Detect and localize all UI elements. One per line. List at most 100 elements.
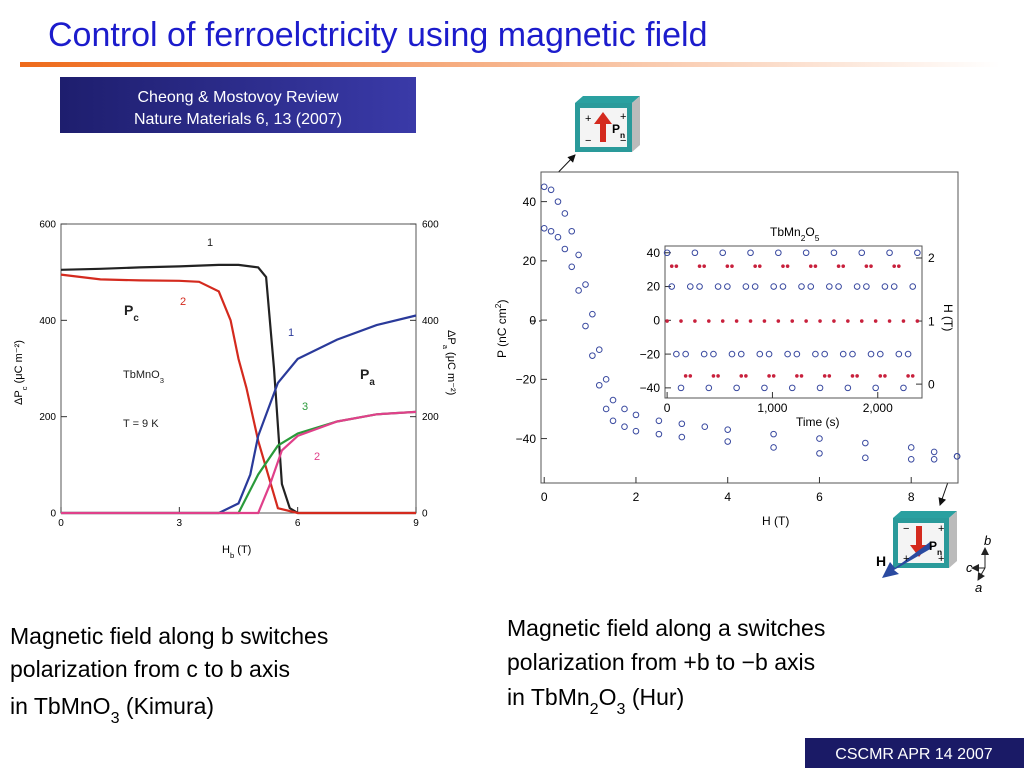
data-point <box>826 283 833 290</box>
data-point <box>897 264 901 268</box>
data-point <box>876 350 884 358</box>
data-point <box>907 456 915 463</box>
label-part: b <box>230 551 234 560</box>
data-point <box>862 454 869 462</box>
annotation: T = 9 K <box>123 418 159 430</box>
data-point <box>691 249 699 257</box>
data-point <box>561 210 569 217</box>
data-point <box>757 264 762 268</box>
data-point <box>906 374 910 378</box>
data-point <box>904 350 912 358</box>
label-part: 3 <box>617 700 626 718</box>
data-point <box>540 224 548 232</box>
data-point <box>816 384 824 392</box>
y-tick-label: 200 <box>39 412 56 423</box>
label-part: 2 <box>180 296 186 308</box>
citation-box <box>60 77 416 133</box>
data-point <box>798 283 805 290</box>
data-point <box>785 264 790 268</box>
x-axis-label: Time (s) <box>796 415 840 429</box>
data-point <box>602 405 610 413</box>
label-part: O <box>599 684 617 710</box>
data-point <box>751 283 759 290</box>
plot-frame <box>60 223 417 514</box>
cartoon-sign: + <box>620 111 626 123</box>
data-point <box>816 450 823 457</box>
data-point <box>821 350 828 358</box>
data-point <box>900 384 907 392</box>
y-axis-label: P (nC cm2) <box>493 300 509 358</box>
label-part: TbMnO <box>123 369 160 381</box>
caption-line: Magnetic field along b switches <box>10 623 328 649</box>
title-rule <box>20 62 1000 67</box>
label-part: 1 <box>288 327 294 339</box>
data-point <box>582 281 589 288</box>
data-point <box>818 319 822 323</box>
label-part: Magnetic field along b switches <box>10 623 328 649</box>
data-point <box>832 319 836 323</box>
cartoon-bottom <box>882 511 989 581</box>
data-point <box>547 186 555 194</box>
data-point <box>779 283 787 290</box>
y-axis-label: ΔPc (μC m⁻²) <box>13 340 29 405</box>
data-point <box>655 417 663 425</box>
x-axis-label: H (T) <box>762 514 789 528</box>
x-tick-label: 2 <box>633 490 640 504</box>
y2-tick-label: 1 <box>928 314 935 328</box>
data-point <box>844 384 852 392</box>
data-point <box>793 350 801 358</box>
series-line <box>60 273 416 515</box>
y-tick-label: −40 <box>640 381 661 395</box>
data-point <box>701 423 709 431</box>
label-part: ) <box>495 300 509 304</box>
field-label: H <box>876 553 886 569</box>
data-point <box>737 350 745 358</box>
y-tick-label: 40 <box>523 195 537 209</box>
y2-axis-label: ΔPa (μC m⁻²) <box>442 330 458 395</box>
annotation: 1 <box>207 237 213 249</box>
label-part: a <box>369 377 375 388</box>
data-point <box>812 350 819 358</box>
data-point <box>872 384 879 392</box>
data-point <box>609 396 617 404</box>
label-part: in TbMnO <box>10 693 111 719</box>
data-point <box>771 374 776 378</box>
data-point <box>568 263 576 271</box>
label-part: (Hur) <box>625 684 684 710</box>
label-part: P <box>929 539 937 553</box>
data-point <box>568 227 576 235</box>
data-point <box>910 374 915 378</box>
x-tick-label: 6 <box>816 490 823 504</box>
data-point <box>683 374 688 378</box>
data-point <box>748 319 753 323</box>
x-tick-label: 3 <box>177 518 183 529</box>
data-point <box>668 283 676 290</box>
annotation: 2 <box>180 296 186 308</box>
cartoon-label: Pn <box>612 122 625 140</box>
caption-line: Magnetic field along a switches <box>507 615 825 641</box>
data-point <box>770 444 777 451</box>
data-point <box>540 183 548 191</box>
data-point <box>781 264 785 268</box>
data-point <box>678 420 686 428</box>
y-tick-label: 40 <box>647 246 661 260</box>
label-part: TbMn <box>770 225 801 239</box>
caption-line: in TbMn2O3 (Hur) <box>507 684 684 718</box>
data-point <box>890 283 898 290</box>
data-point <box>554 233 562 241</box>
cartoon-sign: − <box>903 523 909 535</box>
data-point <box>595 346 603 354</box>
y-tick-label: 20 <box>647 280 661 294</box>
data-point <box>747 249 754 257</box>
data-point <box>864 264 869 268</box>
data-point <box>878 374 883 378</box>
y2-tick-label: 400 <box>422 316 439 327</box>
data-point <box>784 350 791 358</box>
data-point <box>589 352 596 359</box>
y-tick-label: −40 <box>516 432 537 446</box>
label-part: P <box>360 366 369 382</box>
data-point <box>674 264 679 268</box>
series-line <box>61 314 417 515</box>
data-point <box>678 433 686 441</box>
caption-line: in TbMnO3 (Kimura) <box>10 693 214 727</box>
